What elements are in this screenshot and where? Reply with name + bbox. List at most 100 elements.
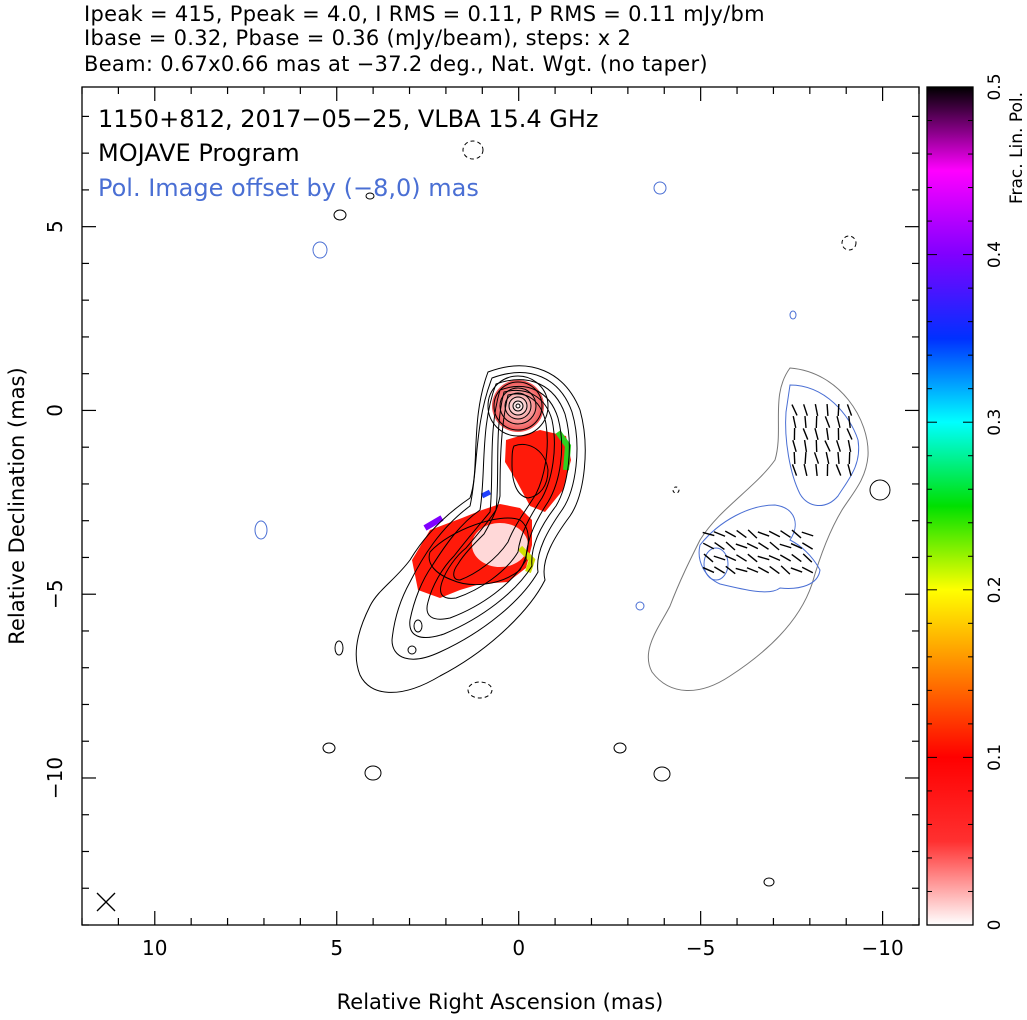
evpa-vector <box>736 554 747 562</box>
evpa-vector <box>713 555 726 561</box>
evpa-vector <box>725 541 736 551</box>
axis-ticks <box>81 87 920 926</box>
evpa-vector <box>846 404 853 416</box>
pol-color-edge-purple <box>423 515 444 531</box>
intensity-contour-outer <box>355 365 586 693</box>
evpa-vector <box>757 566 770 574</box>
evpa-vector <box>803 463 808 477</box>
evpa-vector <box>724 554 737 562</box>
intensity-contour-2 <box>391 372 578 660</box>
y-tick-label: 0 <box>43 404 67 417</box>
offset-total-contour <box>647 367 869 691</box>
colorbar-tick-label: 0 <box>985 920 1005 931</box>
evpa-vector <box>801 542 814 550</box>
evpa-vector <box>793 451 796 465</box>
evpa-vector <box>758 542 769 550</box>
pol-color-patch-upper <box>505 430 571 512</box>
evpa-vector <box>714 541 725 551</box>
evpa-vector <box>837 403 840 417</box>
header-line-3: Beam: 0.67x0.66 mas at −37.2 deg., Nat. … <box>84 52 708 76</box>
evpa-vector <box>780 530 791 538</box>
core-contour-6 <box>512 400 524 412</box>
evpa-vector <box>791 464 798 476</box>
pol-color-patch-white <box>472 523 528 567</box>
x-tick-label: −10 <box>861 936 903 960</box>
evpa-vector <box>725 565 736 575</box>
header-line-1: Ipeak = 415, Ppeak = 4.0, I RMS = 0.11, … <box>84 2 765 26</box>
pol-contour-small-1 <box>312 241 328 259</box>
evpa-vector <box>703 553 714 563</box>
pol-contour-small-5 <box>635 601 645 611</box>
annotation-source: 1150+812, 2017−05−25, VLBA 15.4 GHz <box>98 105 599 133</box>
evpa-vector <box>835 440 842 452</box>
core-contour-1 <box>487 375 549 437</box>
x-tick-label: 10 <box>142 936 167 960</box>
core-contour-2 <box>493 381 543 431</box>
evpa-vector <box>746 542 759 550</box>
intensity-contour-upper-knot <box>511 444 549 499</box>
evpa-vector <box>736 529 747 539</box>
intensity-contour-3 <box>409 379 570 638</box>
evpa-vector <box>713 566 726 574</box>
pol-color-edge-blue <box>480 489 492 499</box>
evpa-vector <box>735 567 748 573</box>
evpa-vector <box>803 439 808 453</box>
evpa-vector <box>802 428 809 440</box>
annotation-program: MOJAVE Program <box>98 139 300 167</box>
evpa-vector <box>790 542 803 550</box>
pol-contour-small-6 <box>789 310 797 320</box>
pol-contour-lower <box>698 504 821 593</box>
x-axis-label: Relative Right Ascension (mas) <box>337 990 664 1014</box>
evpa-vector <box>804 415 807 429</box>
evpa-vector <box>747 553 758 563</box>
evpa-vector <box>702 531 715 537</box>
pol-offset-contours <box>254 181 869 691</box>
core-contour-4 <box>504 392 532 420</box>
evpa-vector <box>702 542 715 550</box>
evpa-vector <box>779 543 792 549</box>
evpa-vector <box>802 404 809 416</box>
y-tick-label: 5 <box>43 220 67 233</box>
evpa-vector <box>780 565 791 575</box>
colorbar-tick-label: 0.5 <box>985 73 1005 100</box>
evpa-vector <box>814 403 819 417</box>
evpa-vector <box>802 553 813 563</box>
pol-contour-upper <box>785 384 860 506</box>
evpa-vector <box>814 428 819 440</box>
intensity-contour-4 <box>426 386 563 620</box>
evpa-vector <box>825 451 830 465</box>
x-tick-label: 5 <box>330 936 343 960</box>
evpa-vector <box>836 416 841 428</box>
y-tick-label: −10 <box>43 757 67 799</box>
evpa-vector <box>847 439 852 453</box>
evpa-vector <box>713 531 726 537</box>
evpa-vector <box>768 555 781 561</box>
evpa-vector <box>791 529 802 539</box>
colorbar-tick-label: 0.2 <box>985 576 1005 603</box>
core-contour-7 <box>515 403 521 409</box>
evpa-vector <box>746 567 759 573</box>
pol-contour-small-4 <box>653 181 667 195</box>
noise-contours <box>322 140 891 887</box>
evpa-vector <box>825 427 830 441</box>
evpa-vector <box>792 440 797 452</box>
beam-marker <box>96 892 116 912</box>
evpa-vector <box>768 530 781 538</box>
evpa-vector <box>757 531 770 537</box>
evpa-vectors <box>702 403 853 575</box>
evpa-vector <box>724 530 737 538</box>
evpa-vector <box>824 416 831 428</box>
evpa-vector <box>824 440 831 452</box>
evpa-vector <box>848 415 851 429</box>
evpa-vector <box>747 529 758 539</box>
evpa-vector <box>791 404 798 416</box>
intensity-contour-jet-knot <box>428 517 529 586</box>
y-tick-label: −5 <box>43 579 67 608</box>
header-line-2: Ibase = 0.32, Pbase = 0.36 (mJy/beam), s… <box>84 26 632 50</box>
pol-contour-small-2 <box>254 520 268 540</box>
intensity-contours <box>355 365 586 693</box>
core-contour-3 <box>499 387 537 425</box>
x-tick-label: 0 <box>512 936 525 960</box>
pol-contour-small-3 <box>703 547 729 581</box>
